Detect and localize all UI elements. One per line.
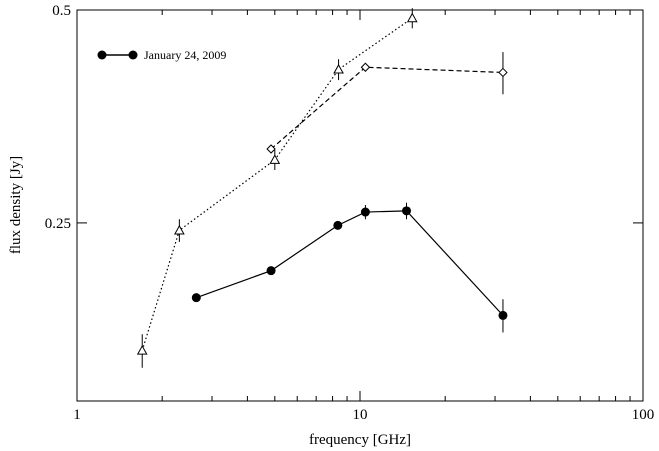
- x-tick-label: 1: [73, 407, 81, 423]
- data-point-triangle: [406, 12, 418, 23]
- y-axis-label: flux density [Jy]: [8, 156, 24, 254]
- data-point-circle: [498, 310, 508, 320]
- x-tick-label: 10: [353, 407, 368, 423]
- data-point-circle: [402, 206, 412, 216]
- legend-marker-left: [97, 50, 107, 60]
- x-tick-label: 100: [632, 407, 655, 423]
- data-point-circle: [333, 220, 343, 230]
- x-axis-label: frequency [GHz]: [309, 432, 411, 448]
- data-point-triangle: [174, 224, 185, 235]
- series-1-line: [270, 66, 503, 150]
- series-0-line: [196, 210, 504, 316]
- data-point-diamond: [360, 62, 371, 72]
- data-point-triangle: [269, 154, 281, 164]
- legend: January 24, 2009: [97, 48, 226, 62]
- data-point-diamond: [266, 144, 276, 154]
- data-point-circle: [360, 207, 370, 217]
- data-point-triangle: [333, 63, 344, 74]
- legend-label: January 24, 2009: [144, 48, 226, 62]
- data-point-circle: [191, 293, 201, 303]
- y-tick-label: 0.25: [45, 216, 71, 232]
- legend-marker-right: [128, 50, 138, 60]
- ticks-layer: 1 10 100 0.25 0.5: [45, 3, 655, 423]
- data-point-circle: [266, 266, 276, 276]
- plot-frame: [76, 9, 644, 402]
- y-tick-label: 0.5: [52, 3, 71, 19]
- data-point-triangle: [136, 345, 148, 355]
- data-point-diamond: [498, 67, 508, 78]
- data-layer: [136, 8, 508, 368]
